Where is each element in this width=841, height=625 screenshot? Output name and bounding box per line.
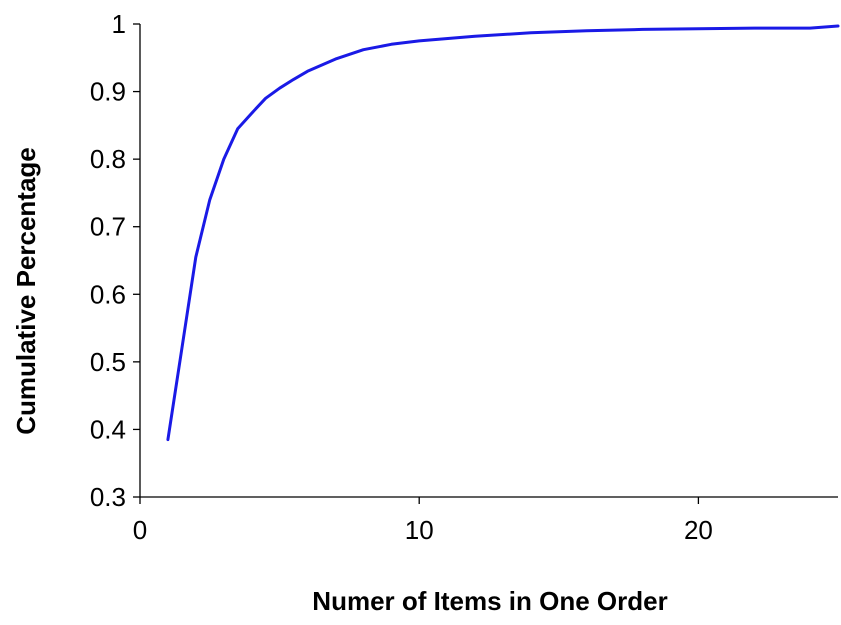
y-tick-label: 0.8 xyxy=(90,144,126,174)
y-tick-label: 0.5 xyxy=(90,347,126,377)
y-tick-label: 0.3 xyxy=(90,482,126,512)
y-tick-label: 0.7 xyxy=(90,212,126,242)
y-tick-label: 1 xyxy=(112,9,126,39)
y-tick-label: 0.4 xyxy=(90,414,126,444)
y-tick-label: 0.9 xyxy=(90,77,126,107)
series-line xyxy=(166,24,840,442)
y-tick-label: 0.6 xyxy=(90,279,126,309)
y-axis-title: Cumulative Percentage xyxy=(11,147,41,435)
x-tick-label: 10 xyxy=(405,515,434,545)
series xyxy=(166,24,840,442)
x-tick-label: 20 xyxy=(684,515,713,545)
x-axis-title: Numer of Items in One Order xyxy=(312,586,667,616)
ticks: 0.30.40.50.60.70.80.910 10 20 xyxy=(90,9,713,545)
axes xyxy=(139,24,838,498)
x-tick-label: 0 xyxy=(133,515,147,545)
